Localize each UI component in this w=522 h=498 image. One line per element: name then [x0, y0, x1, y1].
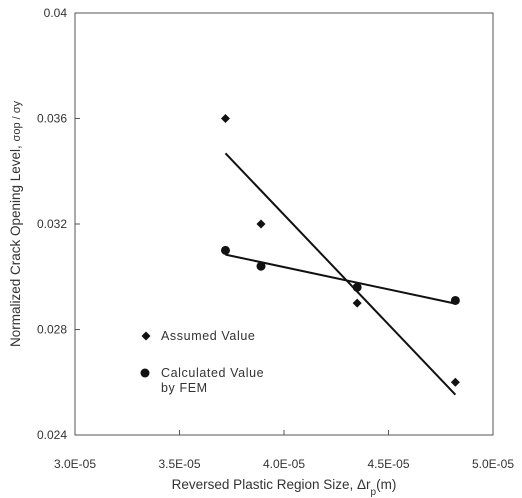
legend-label-assumed: Assumed Value [161, 329, 255, 343]
legend-marker-calculated [140, 368, 150, 378]
point-assumed [220, 114, 230, 123]
x-tick-label: 3.0E-05 [54, 457, 96, 471]
fit-lines [224, 152, 457, 396]
point-calculated [450, 295, 460, 305]
y-tick-label: 0.04 [44, 6, 68, 20]
point-assumed [352, 298, 362, 308]
y-tick-label: 0.024 [37, 428, 67, 442]
y-axis-label: Normalized Crack Opening Level, σop / σy [8, 100, 23, 347]
x-tick-label: 4.0E-05 [263, 457, 305, 471]
legend: Assumed Value Calculated Value by FEM [140, 329, 268, 395]
x-tick-label: 5.0E-05 [472, 457, 514, 471]
legend-label-calculated-line1: Calculated Value [161, 366, 264, 380]
x-tick-label: 4.5E-05 [367, 457, 409, 471]
fit-line-assumed [224, 152, 457, 396]
y-axis-ticks: 0.024 0.028 0.032 0.036 0.04 [37, 6, 80, 442]
point-calculated [220, 245, 230, 255]
point-assumed [450, 377, 460, 387]
point-calculated [352, 282, 362, 292]
x-tick-label: 3.5E-05 [158, 457, 200, 471]
legend-label-calculated: Calculated Value by FEM [161, 366, 268, 395]
legend-label-calculated-line2: by FEM [161, 381, 208, 395]
data-points [220, 114, 460, 387]
point-calculated [256, 261, 266, 271]
x-axis-ticks: 3.0E-05 3.5E-05 4.0E-05 4.5E-05 5.0E-05 [54, 430, 514, 471]
y-tick-label: 0.036 [37, 112, 67, 126]
legend-marker-assumed [141, 331, 151, 341]
y-tick-label: 0.032 [37, 217, 67, 231]
x-axis-label: Reversed Plastic Region Size, Δrp(m) [172, 477, 397, 498]
plot-area [74, 12, 494, 436]
point-assumed [256, 219, 266, 229]
y-tick-label: 0.028 [37, 323, 67, 337]
